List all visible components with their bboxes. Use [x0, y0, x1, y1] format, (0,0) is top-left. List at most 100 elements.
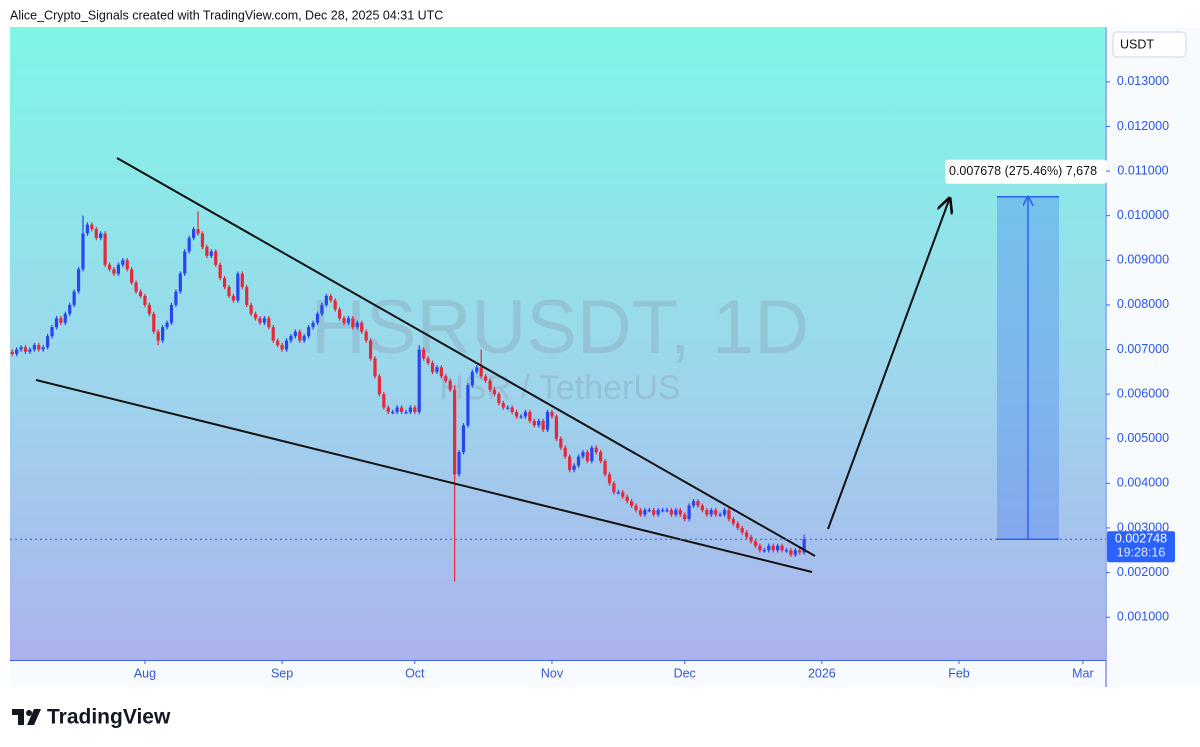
candle-body	[550, 411, 554, 417]
candle-body	[121, 260, 125, 265]
candle-body	[453, 389, 457, 475]
candle-body	[41, 347, 45, 350]
candle-body	[253, 313, 258, 319]
candle-body	[793, 550, 797, 555]
candle-body	[660, 510, 665, 512]
candle-body	[780, 545, 784, 551]
candle-body	[329, 295, 333, 301]
candle-body	[227, 287, 231, 296]
candle-body	[510, 407, 514, 412]
candle-body	[634, 505, 638, 511]
candle-body	[727, 510, 731, 520]
candle-body	[674, 510, 678, 515]
upper-trendline	[116, 157, 816, 557]
candle-body	[245, 287, 249, 305]
candle-body	[563, 447, 567, 457]
candle-body	[585, 452, 589, 462]
candle-body	[240, 273, 244, 288]
candle-body	[373, 358, 377, 377]
candle-body	[72, 291, 76, 305]
candle-body	[656, 510, 660, 515]
candle-body	[262, 318, 266, 323]
candle-body	[399, 407, 404, 412]
watermark-title: HSRUSDT, 1D	[311, 285, 809, 370]
unit-box	[1112, 31, 1187, 58]
candle-body	[696, 501, 700, 506]
candle-body	[81, 233, 85, 270]
candle-body	[377, 376, 382, 395]
candle-body	[722, 510, 727, 515]
candle-body	[612, 483, 616, 493]
watermark-subtitle: HSR / TetherUS	[439, 369, 680, 407]
candle-body	[404, 411, 408, 414]
candle-body	[448, 380, 452, 390]
candle-body	[28, 349, 32, 352]
candle-body	[616, 492, 620, 494]
candle-body	[10, 351, 14, 354]
candle-body	[360, 322, 364, 332]
candle-body	[594, 447, 598, 453]
candle-body	[466, 385, 470, 426]
candle-body	[771, 545, 775, 551]
candle-body	[607, 474, 612, 484]
measure-label: 0.007678 (275.46%) 7,678	[949, 164, 1097, 178]
candle-body	[19, 347, 23, 350]
y-tick-label: 0.001000	[1117, 609, 1169, 623]
candle-body	[669, 510, 674, 515]
unit-label: USDT	[1120, 37, 1154, 51]
measure-label-box	[945, 159, 1107, 184]
candle-body	[528, 411, 532, 421]
candle-body	[590, 447, 594, 462]
logo-dot	[26, 710, 32, 716]
candle-body	[444, 376, 448, 381]
candle-body	[54, 318, 59, 328]
candle-body	[338, 309, 342, 319]
candle-body	[603, 461, 607, 475]
candle-body	[581, 452, 585, 457]
candle-body	[678, 510, 682, 515]
candle-body	[422, 349, 426, 359]
logo-shape	[27, 709, 41, 725]
candle-body	[705, 510, 709, 515]
candle-body	[492, 389, 497, 395]
x-tick-label: 2026	[808, 666, 836, 680]
logo-shape	[12, 709, 24, 725]
y-tick-label: 0.005000	[1117, 431, 1169, 445]
candle-body	[479, 367, 483, 377]
candle-body	[758, 545, 762, 551]
candle-body	[599, 452, 603, 462]
candle-body	[691, 501, 696, 506]
header-caption: Alice_Crypto_Signals created with Tradin…	[10, 8, 443, 22]
candle-body	[802, 539, 806, 553]
candle-body	[554, 416, 558, 439]
candle-body	[435, 367, 439, 372]
candle-body	[501, 403, 505, 408]
candle-body	[391, 411, 395, 414]
candle-body	[165, 322, 169, 328]
candle-body	[99, 233, 103, 238]
candle-body	[767, 545, 771, 551]
candle-body	[647, 510, 651, 512]
x-tick-label: Mar	[1072, 666, 1094, 680]
candle-body	[382, 394, 386, 408]
candle-body	[700, 505, 704, 511]
candle-body	[90, 224, 94, 230]
candle-body	[156, 331, 160, 341]
candle-body	[413, 407, 417, 412]
candle-body	[130, 269, 134, 283]
candle-body	[112, 269, 116, 274]
candle-body	[395, 407, 399, 412]
candle-body	[320, 304, 324, 314]
candle-body	[687, 505, 691, 520]
candle-body	[169, 304, 174, 323]
candle-body	[532, 420, 536, 426]
candle-body	[740, 527, 744, 533]
x-tick-label: Feb	[948, 666, 970, 680]
candle-body	[386, 407, 390, 412]
candle-body	[293, 331, 297, 337]
candle-body	[439, 367, 443, 377]
candle-body	[572, 465, 576, 470]
candle-body	[85, 224, 90, 234]
candle-body	[59, 318, 63, 323]
candle-body	[94, 229, 98, 238]
